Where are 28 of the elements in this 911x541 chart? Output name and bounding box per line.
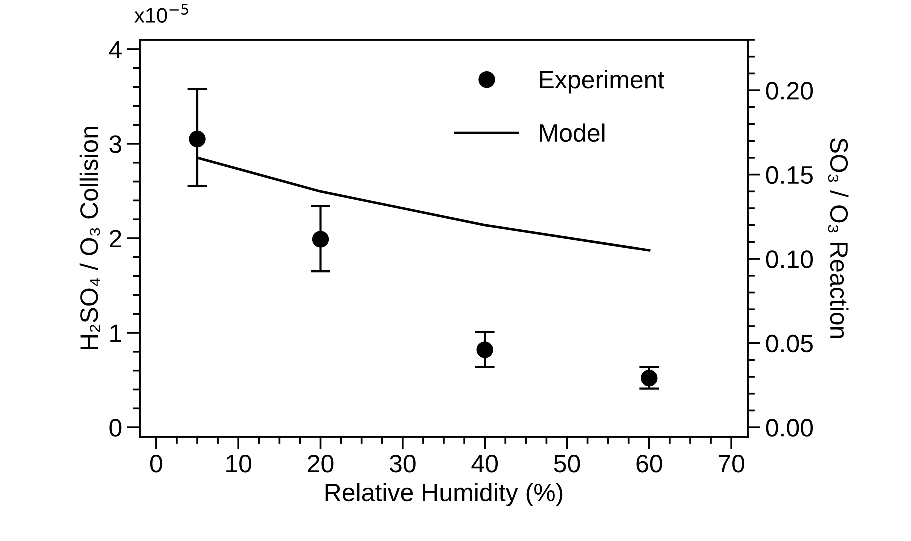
y2-tick-label: 0.15 — [766, 166, 813, 184]
y2-axis-title: SO₃ / O₃ Reaction — [828, 138, 849, 338]
x-tick-label: 50 — [554, 455, 580, 473]
x-tick-label: 10 — [226, 455, 252, 473]
x-tick-label: 0 — [150, 455, 162, 473]
y-tick-label: 2 — [110, 230, 122, 248]
y-tick-label: 0 — [110, 419, 122, 437]
point — [641, 370, 658, 387]
y2-tick-label: 0.20 — [766, 82, 814, 100]
x-tick-label: 60 — [636, 455, 662, 473]
point — [312, 231, 330, 248]
x-axis-title: Relative Humidity (%) — [326, 483, 563, 507]
x-tick-label: 70 — [718, 455, 744, 473]
y2-tick-label: 0.10 — [766, 250, 814, 268]
y2-tick-label: 0.05 — [766, 334, 813, 353]
y2-tick-label: 0.00 — [766, 419, 814, 437]
point — [476, 342, 494, 358]
legend-label: Model — [540, 124, 605, 142]
y-axis-title: H₂SO₄ / O₃ Collision — [80, 127, 100, 350]
point — [189, 130, 206, 148]
y-tick-label: 1 — [110, 324, 122, 342]
text: x10$^{−5}$ — [134, 4, 188, 23]
x-tick-label: 40 — [472, 455, 498, 473]
x-tick-label: 20 — [308, 455, 334, 473]
legend-label: Experiment — [540, 70, 665, 94]
y-tick-label: 3 — [110, 136, 122, 154]
x-tick-label: 30 — [390, 455, 416, 473]
y-tick-label: 4 — [109, 41, 122, 59]
